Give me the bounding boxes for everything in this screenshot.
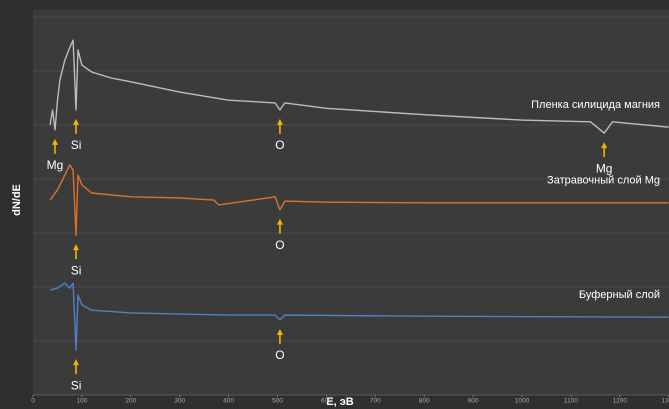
annotation-label: O	[275, 238, 284, 252]
x-tick-label: 100	[76, 398, 87, 405]
annotation-arrowhead	[276, 328, 283, 335]
x-tick-label: 1100	[564, 398, 578, 405]
annotation-arrowhead	[73, 244, 80, 251]
series-label: Буферный слой	[579, 289, 660, 301]
x-tick-label: 1200	[613, 398, 628, 405]
annotation-label: O	[275, 348, 284, 362]
x-axis-label: E, эВ	[326, 396, 354, 408]
series-line	[49, 164, 669, 236]
x-tick-label: 700	[370, 398, 381, 405]
series-line	[49, 282, 669, 351]
x-tick-label: 200	[125, 398, 136, 405]
x-tick-label: 300	[174, 398, 185, 405]
annotation-arrowhead	[276, 118, 283, 125]
y-axis-label: dN/dE	[11, 184, 23, 216]
x-tick-label: 400	[223, 398, 234, 405]
series-label: Затравочный слой Mg	[547, 175, 660, 187]
annotation-arrowhead	[601, 142, 608, 149]
annotation-arrowhead	[52, 138, 59, 145]
annotation-arrowhead	[73, 359, 80, 366]
x-tick-label: 1000	[515, 398, 530, 405]
x-tick-label: 800	[419, 398, 430, 405]
annotation-label: Mg	[596, 161, 613, 175]
x-tick-label: 0	[31, 398, 35, 405]
annotation-arrowhead	[73, 118, 80, 125]
annotation-arrowhead	[276, 218, 283, 225]
x-tick-label: 900	[468, 398, 479, 405]
annotation-label: Si	[71, 378, 82, 392]
x-tick-label: 1300	[661, 398, 669, 405]
annotation-label: Si	[71, 138, 82, 152]
annotation-label: Mg	[47, 158, 64, 172]
x-tick-label: 500	[272, 398, 283, 405]
x-tick-label: 600	[321, 398, 332, 405]
series-label: Пленка силицида магния	[531, 99, 660, 111]
annotation-label: Si	[71, 263, 82, 277]
annotation-label: O	[275, 138, 284, 152]
series-line	[49, 39, 669, 134]
